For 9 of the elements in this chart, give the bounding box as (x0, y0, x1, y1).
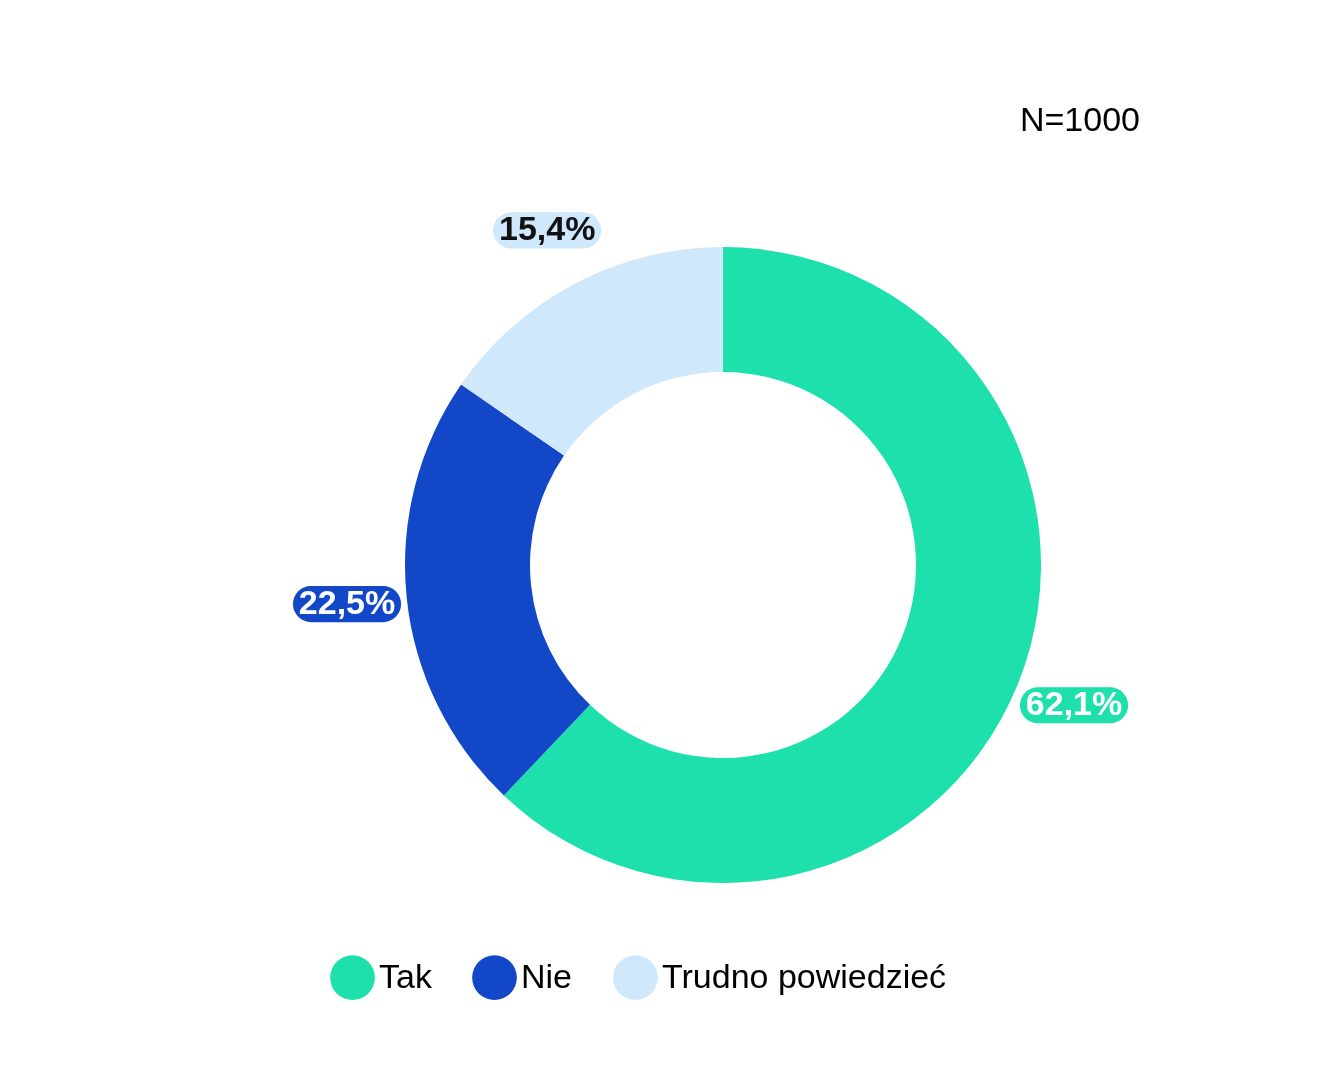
legend-label: Trudno powiedzieć (662, 956, 947, 995)
donut-slice (461, 247, 723, 456)
donut-slice (405, 384, 590, 796)
data-label: 22,5% (298, 583, 396, 622)
legend-label: Tak (379, 956, 433, 995)
legend-label: Nie (521, 956, 573, 995)
data-label: 62,1% (1025, 684, 1123, 723)
text: N=1000 (1019, 100, 1140, 138)
data-label: 15,4% (498, 209, 596, 248)
